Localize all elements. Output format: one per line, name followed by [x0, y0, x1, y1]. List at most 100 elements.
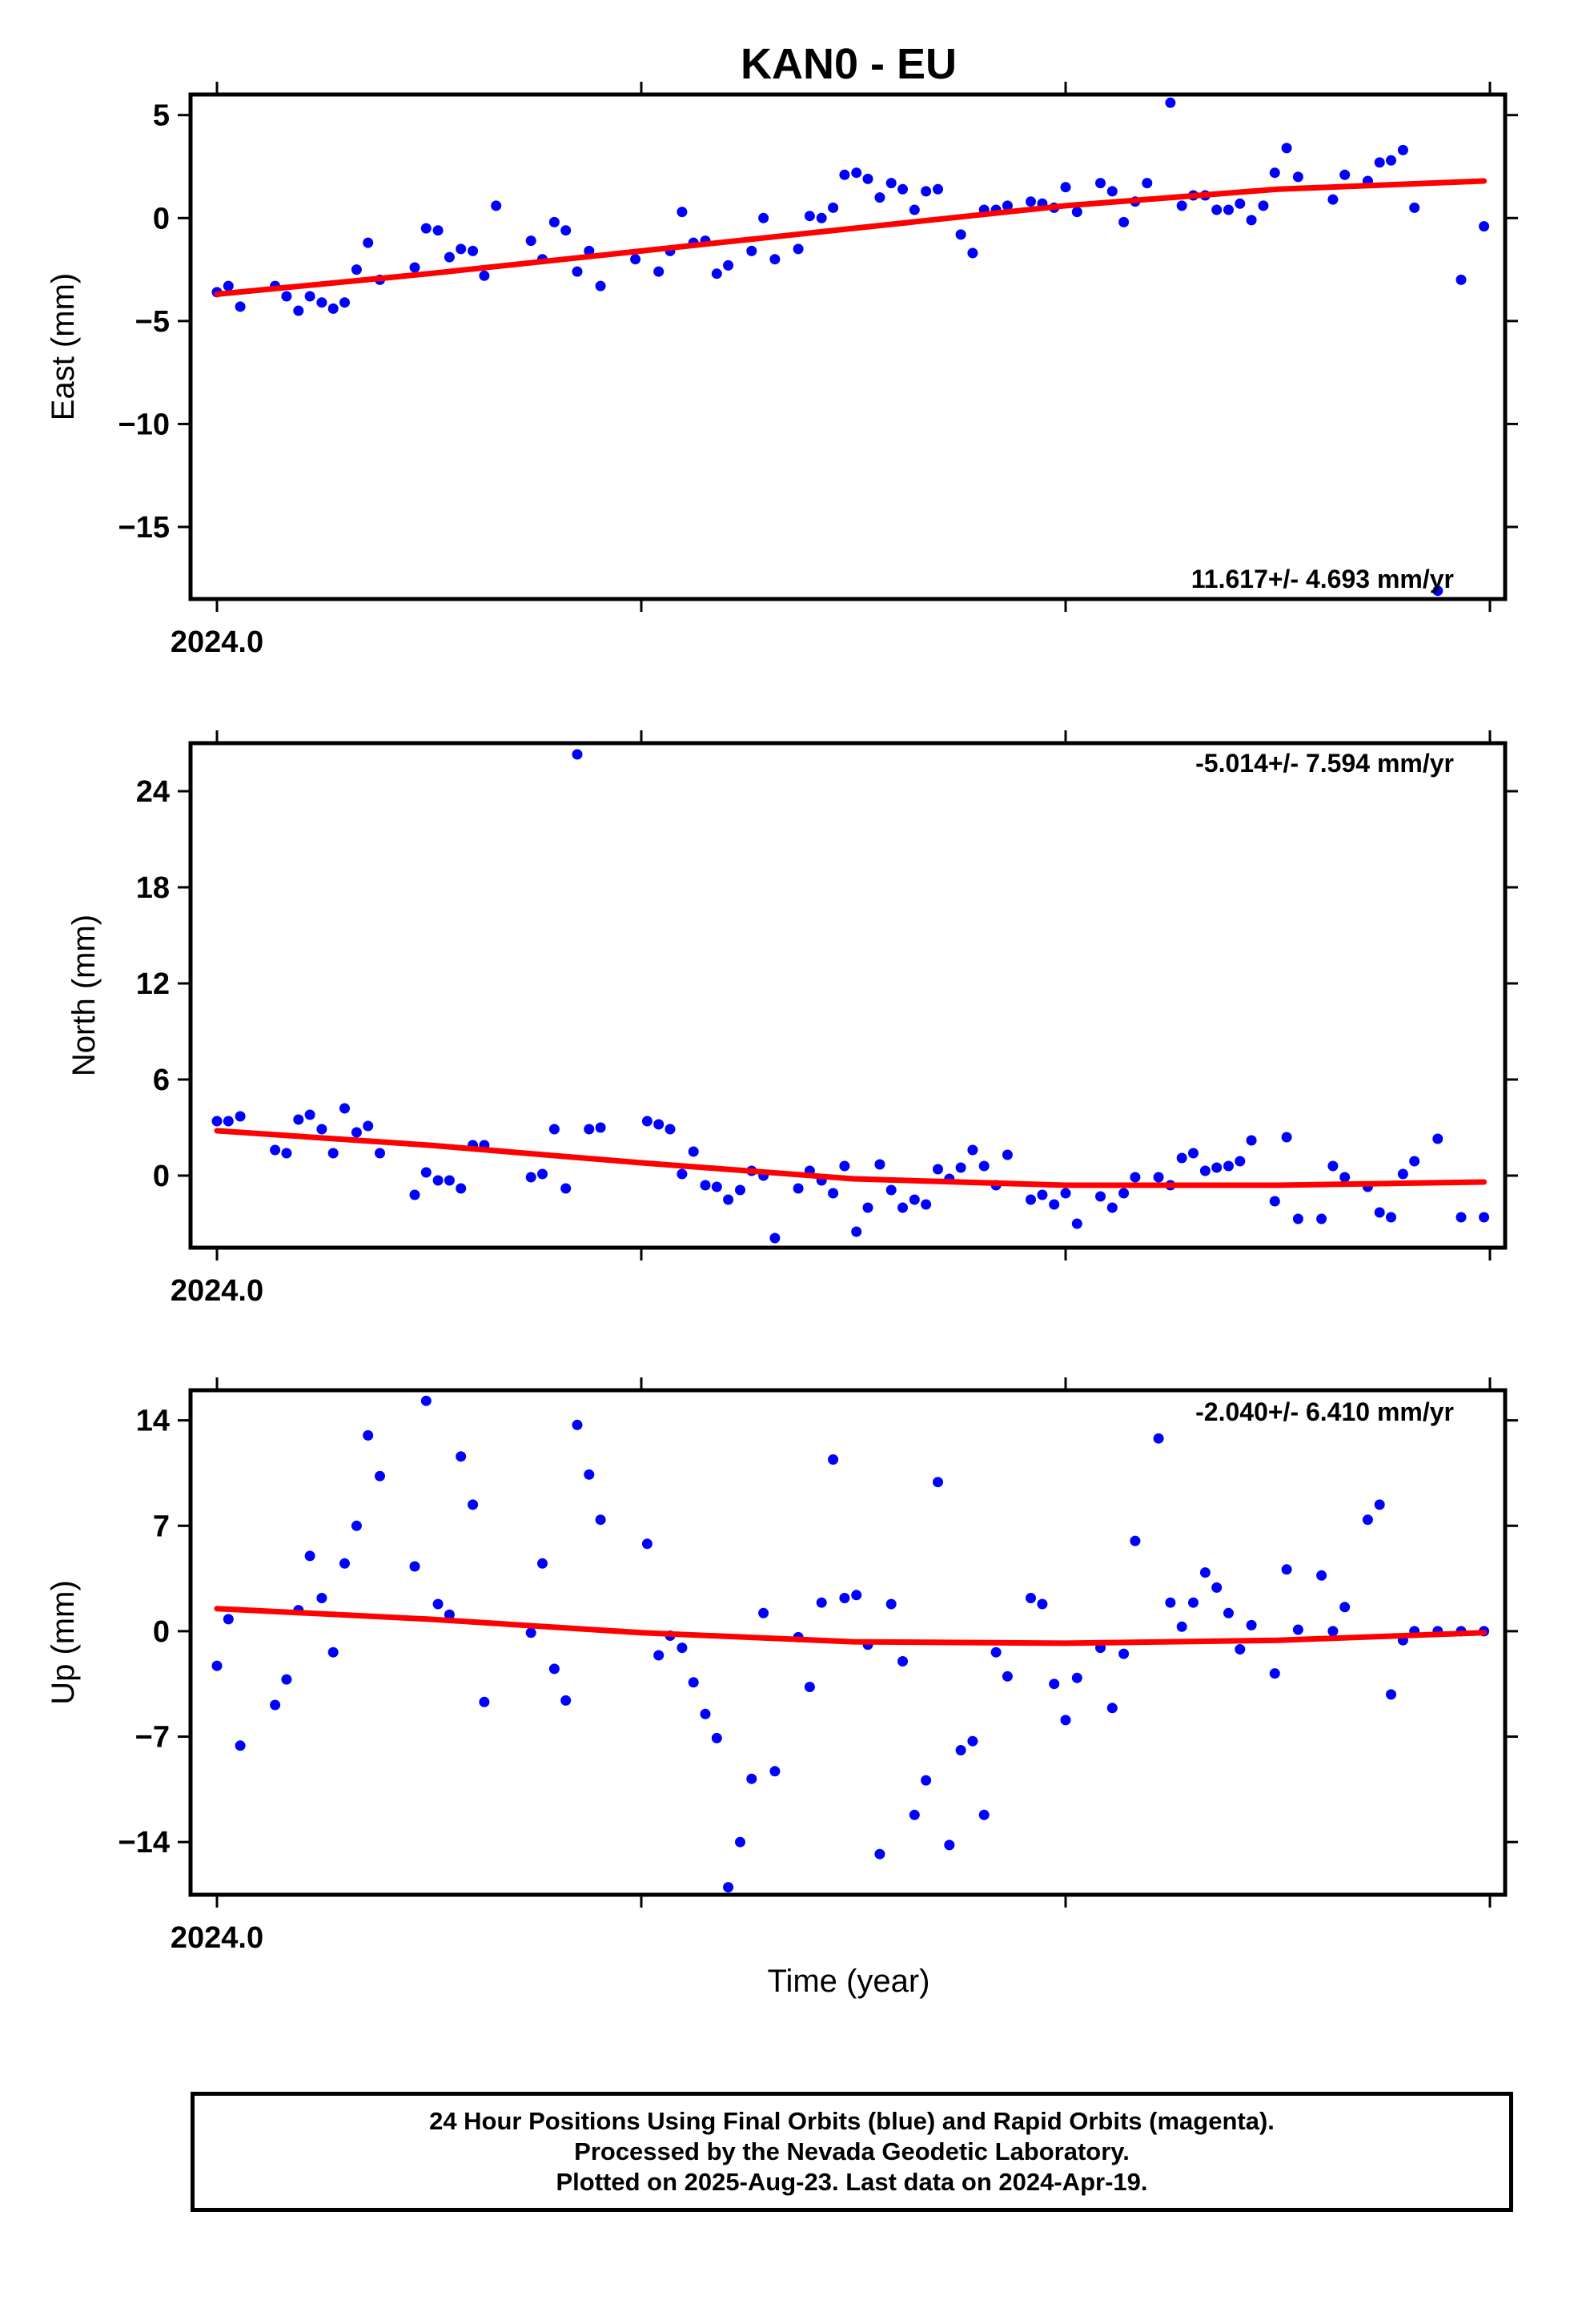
data-point: [375, 1148, 385, 1159]
plot-area: [211, 97, 1490, 597]
footer-line-3: Plotted on 2025-Aug-23. Last data on 202…: [556, 2168, 1148, 2196]
data-point: [735, 1836, 745, 1848]
data-point: [1339, 1602, 1351, 1613]
data-point: [909, 204, 920, 215]
data-point: [572, 1419, 583, 1430]
data-point: [1188, 1597, 1199, 1608]
data-point: [1176, 1152, 1187, 1164]
data-point: [235, 1740, 246, 1751]
data-point: [700, 1708, 711, 1719]
data-point: [1456, 1212, 1467, 1223]
y-tick-label: 0: [153, 1160, 170, 1193]
data-point: [1188, 1148, 1199, 1159]
data-point: [1176, 1621, 1187, 1632]
data-point: [1142, 178, 1153, 189]
data-point: [1327, 1160, 1339, 1172]
data-point: [560, 1695, 572, 1706]
data-point: [1130, 1535, 1141, 1546]
data-point: [491, 200, 502, 211]
trend-line: [214, 1128, 1488, 1188]
data-point: [351, 264, 362, 275]
data-point: [420, 1395, 432, 1406]
data-point: [804, 211, 815, 222]
data-point: [548, 1663, 560, 1675]
data-point: [351, 1127, 362, 1138]
data-point: [769, 254, 781, 265]
data-point: [595, 1122, 606, 1133]
data-point: [641, 1116, 652, 1127]
data-point: [1060, 182, 1071, 193]
data-point: [479, 1696, 490, 1707]
data-point: [1362, 1514, 1373, 1526]
data-point: [851, 167, 862, 179]
data-point: [1269, 167, 1280, 179]
trend-line: [214, 178, 1488, 297]
data-point: [1292, 1624, 1303, 1635]
data-point: [339, 1558, 350, 1569]
data-point: [1153, 1172, 1164, 1183]
data-point: [711, 1181, 722, 1192]
data-point: [420, 223, 432, 234]
data-point: [1165, 1597, 1176, 1608]
data-point: [839, 1593, 850, 1603]
velocity-label: -5.014+/- 7.594 mm/yr: [1195, 749, 1454, 778]
x-tick-label: 2024.0: [171, 1921, 263, 1955]
data-point: [1071, 207, 1082, 218]
data-point: [211, 1116, 223, 1127]
y-tick-label: 12: [136, 967, 170, 1001]
y-tick-label: −5: [135, 305, 170, 339]
data-point: [444, 1175, 455, 1186]
data-point: [363, 1429, 374, 1441]
data-point: [1316, 1213, 1327, 1224]
data-point: [339, 1103, 350, 1114]
y-tick-label: −15: [118, 511, 170, 545]
data-point: [304, 1109, 315, 1120]
data-point: [1026, 196, 1036, 207]
data-point: [967, 247, 978, 259]
data-point: [816, 212, 827, 223]
data-point: [921, 1199, 932, 1210]
data-point: [572, 266, 583, 277]
data-point: [1026, 1194, 1036, 1205]
data-point: [851, 1590, 862, 1601]
data-point: [548, 1124, 560, 1135]
data-point: [1327, 1626, 1339, 1637]
data-point: [572, 749, 583, 760]
data-point: [316, 297, 327, 308]
data-point: [921, 1775, 932, 1786]
figure-title: KAN0 - EU: [741, 40, 957, 88]
data-point: [1409, 202, 1420, 213]
plot-area: [211, 1395, 1490, 1893]
data-point: [270, 1699, 281, 1711]
data-point: [1281, 1132, 1292, 1143]
data-point: [735, 1184, 745, 1196]
data-point: [839, 169, 850, 180]
data-point: [909, 1194, 920, 1205]
data-point: [758, 1607, 769, 1618]
data-point: [1397, 144, 1408, 155]
data-point: [432, 225, 444, 236]
footer-line-2: Processed by the Nevada Geodetic Laborat…: [574, 2137, 1130, 2165]
data-point: [293, 1114, 304, 1125]
data-point: [548, 216, 560, 227]
data-point: [1199, 1165, 1211, 1176]
data-point: [885, 1598, 897, 1610]
data-point: [688, 1146, 699, 1157]
data-point: [711, 268, 722, 279]
data-point: [862, 1202, 873, 1213]
x-axis-label: Time (year): [768, 1964, 930, 1999]
data-point: [1118, 1188, 1130, 1199]
data-point: [304, 291, 315, 302]
y-tick-label: −10: [118, 408, 170, 441]
data-point: [1432, 1133, 1443, 1144]
data-point: [978, 1809, 990, 1820]
data-point: [677, 1642, 688, 1654]
data-point: [1456, 274, 1467, 285]
data-point: [1327, 194, 1339, 205]
plot-area: [211, 749, 1490, 1244]
data-point: [270, 1144, 281, 1156]
velocity-label: -2.040+/- 6.410 mm/yr: [1195, 1397, 1454, 1426]
data-point: [1199, 1567, 1211, 1578]
data-point: [327, 1148, 339, 1159]
data-point: [327, 303, 339, 314]
